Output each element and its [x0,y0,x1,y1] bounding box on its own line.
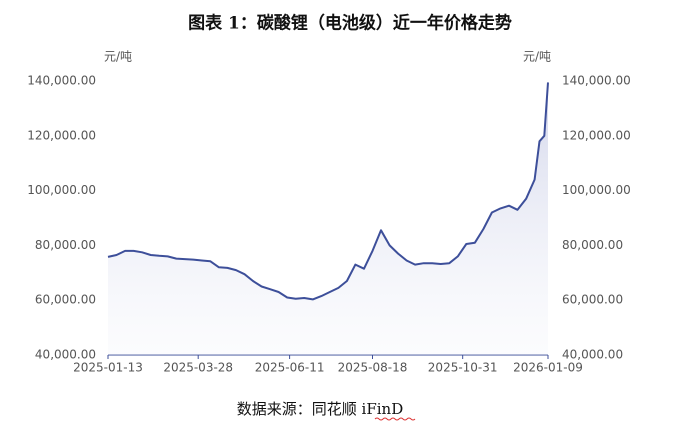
chart-title: 图表 1：碳酸锂（电池级）近一年价格走势 [188,13,512,34]
x-tick-label: 2026-01-09 [513,361,583,375]
y2-tick-label: 140,000.00 [562,74,631,88]
y2-tick-label: 120,000.00 [562,128,631,142]
y-axis-unit: 元/吨 [104,50,132,64]
y-tick-label: 40,000.00 [35,348,96,362]
y-tick-label: 140,000.00 [27,74,96,88]
area-fill [108,82,548,356]
y2-tick-label: 60,000.00 [562,293,623,307]
underline-decoration [374,417,416,421]
x-tick-label: 2025-06-11 [255,361,325,375]
y-tick-label: 80,000.00 [35,238,96,252]
y2-tick-label: 40,000.00 [562,348,623,362]
price-line [107,82,549,301]
y-tick-label: 100,000.00 [27,183,96,197]
x-tick-label: 2025-10-31 [428,361,498,375]
y2-tick-label: 100,000.00 [562,183,631,197]
y-tick-label: 120,000.00 [27,128,96,142]
x-tick-label: 2025-01-13 [73,361,143,375]
x-tick-label: 2025-08-18 [338,361,408,375]
y-tick-label: 60,000.00 [35,293,96,307]
x-tick-label: 2025-03-28 [163,361,233,375]
y2-axis-unit: 元/吨 [523,50,551,64]
y2-tick-label: 80,000.00 [562,238,623,252]
source-note: 数据来源：同花顺 iFinD [237,400,403,418]
